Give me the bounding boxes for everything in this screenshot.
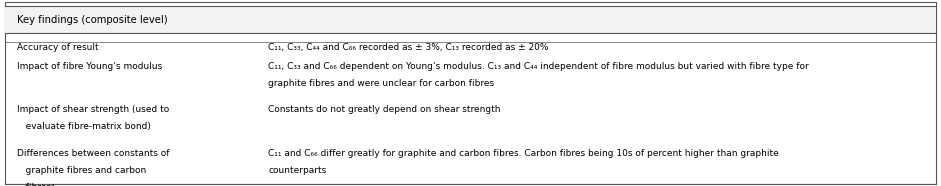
Text: fibresᵃ: fibresᵃ	[17, 183, 55, 186]
Text: evaluate fibre-matrix bond): evaluate fibre-matrix bond)	[17, 122, 151, 131]
Text: C₁₁, C₃₃ and C₆₆ dependent on Young’s modulus. C₁₃ and C₄₄ independent of fibre : C₁₁, C₃₃ and C₆₆ dependent on Young’s mo…	[268, 62, 809, 71]
Bar	[5, 6, 936, 33]
Text: Accuracy of result: Accuracy of result	[17, 43, 99, 52]
Text: Differences between constants of: Differences between constants of	[17, 149, 169, 158]
Text: Impact of fibre Young’s modulus: Impact of fibre Young’s modulus	[17, 62, 162, 71]
Text: C₁₁, C₃₃, C₄₄ and C₆₆ recorded as ± 3%, C₁₃ recorded as ± 20%: C₁₁, C₃₃, C₄₄ and C₆₆ recorded as ± 3%, …	[268, 43, 549, 52]
Text: Impact of shear strength (used to: Impact of shear strength (used to	[17, 105, 169, 114]
Text: Constants do not greatly depend on shear strength: Constants do not greatly depend on shear…	[268, 105, 501, 114]
Text: C₁₁ and C₆₆ differ greatly for graphite and carbon fibres. Carbon fibres being 1: C₁₁ and C₆₆ differ greatly for graphite …	[268, 149, 779, 158]
Text: counterparts: counterparts	[268, 166, 327, 175]
Text: Key findings (composite level): Key findings (composite level)	[17, 15, 167, 25]
Text: graphite fibres and were unclear for carbon fibres: graphite fibres and were unclear for car…	[268, 79, 494, 88]
Text: graphite fibres and carbon: graphite fibres and carbon	[17, 166, 146, 175]
